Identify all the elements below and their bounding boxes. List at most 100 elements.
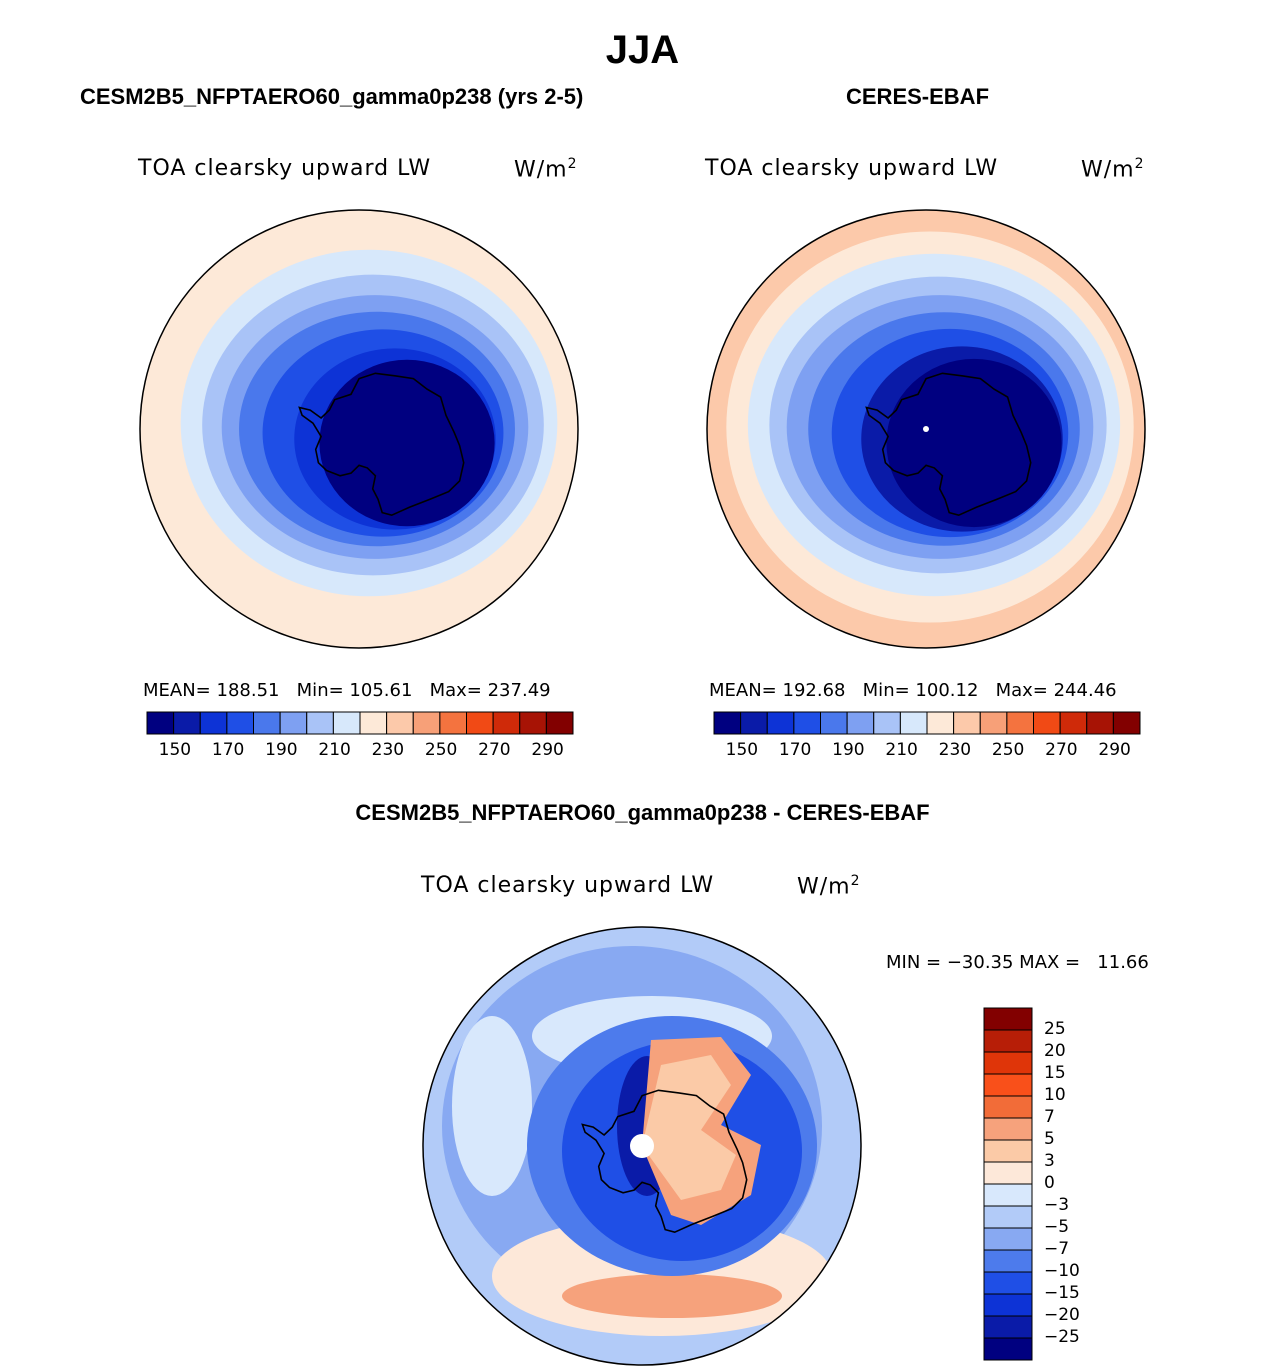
right-colorbar-tick-label: 290	[1098, 740, 1131, 760]
diff-colorbar-tick-label: −5	[1044, 1217, 1070, 1237]
left-colorbar	[146, 711, 574, 735]
left-colorbar-tick-label: 250	[424, 740, 458, 760]
right-colorbar-swatch	[1059, 711, 1088, 735]
left-units-label: W/m2	[514, 156, 578, 182]
diff-coastline	[581, 1089, 748, 1234]
diff-colorbar-tick-label: −7	[1044, 1239, 1070, 1259]
right-colorbar-tick-label: 250	[991, 740, 1025, 760]
right-colorbar-swatch	[1033, 711, 1061, 735]
diff-field-region-3	[562, 1274, 782, 1318]
right-units-exponent: 2	[1134, 156, 1145, 172]
right-coastline	[865, 372, 1032, 517]
left-units-exponent: 2	[567, 156, 578, 172]
right-colorbar-swatch	[873, 711, 901, 735]
right-colorbar-ticks: 150 170 190 210 230 250 270 290	[712, 740, 1142, 762]
diff-units-text: W/m	[797, 874, 851, 900]
diff-colorbar-tick-label: −20	[1044, 1305, 1080, 1325]
diff-colorbar-swatch	[983, 1139, 1033, 1163]
diff-colorbar-swatch	[983, 1315, 1033, 1339]
right-colorbar	[713, 711, 1141, 735]
right-max-value: 244.46	[1053, 680, 1117, 701]
diff-units-label: W/m2	[797, 873, 861, 899]
diff-units-exponent: 2	[850, 873, 861, 889]
diff-map-border	[422, 926, 862, 1366]
right-units-label: W/m2	[1081, 156, 1145, 182]
diff-colorbar-swatch	[983, 1293, 1033, 1317]
diff-colorbar-swatch	[983, 1227, 1033, 1251]
left-colorbar-swatch	[545, 711, 574, 735]
right-colorbar-swatch	[846, 711, 875, 735]
right-colorbar-tick-label: 270	[1045, 740, 1078, 760]
diff-colorbar-swatch	[983, 1271, 1033, 1295]
difference-polar-map	[422, 926, 862, 1366]
left-mean-label: MEAN=	[143, 680, 211, 701]
right-colorbar-swatch	[979, 711, 1008, 735]
right-colorbar-swatch	[713, 711, 742, 735]
right-pole-marker	[923, 426, 929, 432]
diff-colorbar-swatch	[983, 1051, 1033, 1075]
left-band-7	[319, 359, 495, 527]
diff-colorbar-tick-label: −25	[1044, 1327, 1080, 1347]
diff-colorbar-tick-label: 25	[1044, 1019, 1066, 1039]
left-colorbar-swatch	[226, 711, 254, 735]
left-colorbar-tick-label: 170	[211, 740, 245, 760]
diff-variable-label: TOA clearsky upward LW	[421, 873, 715, 898]
left-colorbar-swatch	[519, 711, 547, 735]
diff-field-region-4	[452, 1016, 532, 1196]
left-colorbar-swatch	[359, 711, 388, 735]
right-colorbar-swatch	[793, 711, 821, 735]
difference-panel-title: CESM2B5_NFPTAERO60_gamma0p238 - CERES-EB…	[355, 800, 930, 825]
difference-colorbar-ticks: 25 20 15 10 7 5 3 0 −3 −5 −7 −10 −15 −20 −25	[1040, 1006, 1100, 1362]
right-min-value: 100.12	[915, 680, 979, 701]
diff-colorbar-swatch	[983, 1117, 1033, 1141]
right-units-text: W/m	[1081, 157, 1135, 183]
right-colorbar-swatch	[926, 711, 955, 735]
right-min-label: Min=	[862, 680, 910, 701]
left-colorbar-swatch	[146, 711, 175, 735]
diff-colorbar-tick-label: 10	[1044, 1085, 1066, 1105]
left-max-value: 237.49	[487, 680, 551, 701]
diff-stats: MIN = −30.35 MAX = 11.66	[886, 952, 1149, 973]
diff-colorbar-tick-label: 15	[1044, 1063, 1066, 1083]
right-colorbar-tick-label: 150	[725, 740, 759, 760]
right-colorbar-swatch	[1006, 711, 1034, 735]
right-colorbar-tick-label: 210	[885, 740, 918, 760]
right-colorbar-swatch	[953, 711, 981, 735]
left-min-value: 105.61	[349, 680, 413, 701]
left-max-label: Max=	[429, 680, 482, 701]
diff-colorbar-tick-label: −15	[1044, 1283, 1080, 1303]
diff-colorbar-tick-label: 3	[1044, 1151, 1055, 1171]
right-colorbar-swatch	[740, 711, 768, 735]
left-colorbar-swatch	[199, 711, 228, 735]
left-panel-title: CESM2B5_NFPTAERO60_gamma0p238 (yrs 2-5)	[80, 84, 584, 109]
diff-colorbar-tick-label: 5	[1044, 1129, 1055, 1149]
right-variable-label: TOA clearsky upward LW	[705, 156, 999, 181]
left-colorbar-swatch	[386, 711, 414, 735]
right-colorbar-swatch	[899, 711, 928, 735]
left-map-border	[139, 209, 579, 649]
right-colorbar-tick-label: 230	[938, 740, 972, 760]
left-colorbar-swatch	[173, 711, 201, 735]
left-colorbar-swatch	[466, 711, 494, 735]
difference-colorbar	[983, 1007, 1033, 1361]
diff-colorbar-swatch	[983, 1205, 1033, 1229]
left-colorbar-tick-label: 290	[531, 740, 564, 760]
right-colorbar-swatch	[1086, 711, 1114, 735]
diff-pole-marker	[630, 1134, 654, 1158]
right-stats: MEAN= 192.68 Min= 100.12 Max= 244.46	[709, 680, 1117, 701]
left-colorbar-tick-label: 230	[371, 740, 405, 760]
diff-colorbar-tick-label: −3	[1044, 1195, 1070, 1215]
left-colorbar-tick-label: 190	[265, 740, 298, 760]
left-variable-label: TOA clearsky upward LW	[138, 156, 432, 181]
right-max-label: Max=	[995, 680, 1048, 701]
left-colorbar-tick-label: 150	[158, 740, 192, 760]
left-colorbar-swatch	[412, 711, 441, 735]
left-colorbar-tick-label: 210	[318, 740, 351, 760]
left-stats: MEAN= 188.51 Min= 105.61 Max= 237.49	[143, 680, 551, 701]
diff-colorbar-swatch	[983, 1007, 1033, 1031]
right-map-border	[706, 209, 1146, 649]
diff-colorbar-swatch	[983, 1249, 1033, 1273]
right-band-8	[886, 358, 1062, 528]
left-colorbar-swatch	[439, 711, 467, 735]
right-mean-label: MEAN=	[709, 680, 777, 701]
